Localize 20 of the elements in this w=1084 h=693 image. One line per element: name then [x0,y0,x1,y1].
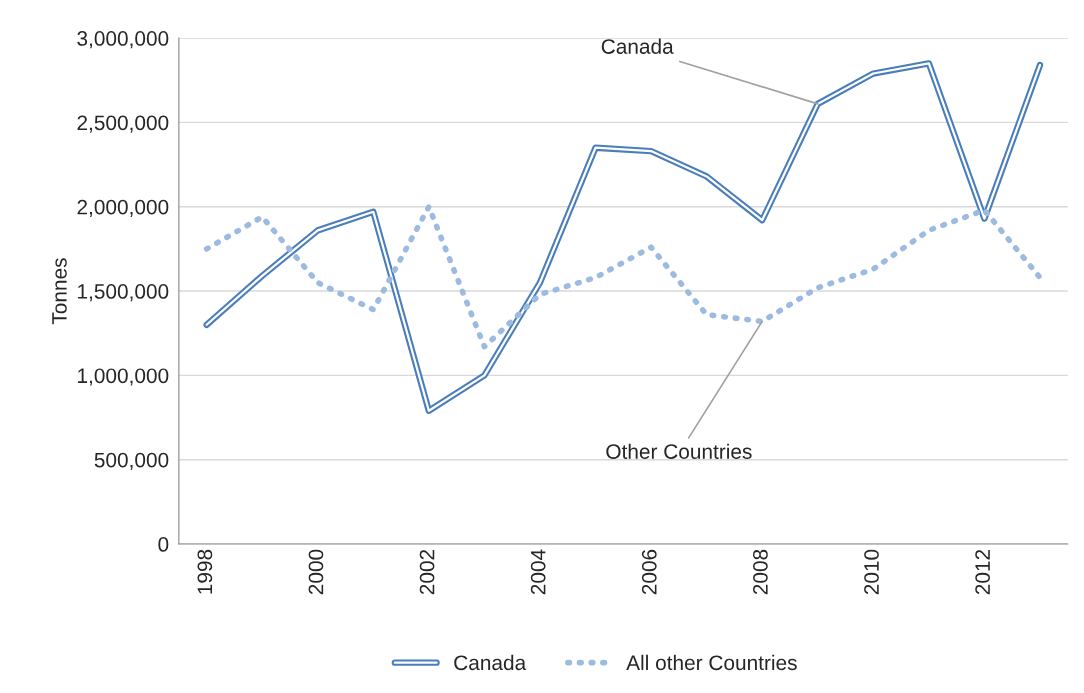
x-tick-label: 2004 [530,549,546,595]
annotation: Other Countries [606,443,752,459]
legend-label: Canada [454,654,527,671]
y-tick-label: 500,000 [94,452,169,470]
y-axis-title: Tonnes [52,258,67,325]
x-tick-label: 2010 [864,549,879,595]
y-tick-label: 2,500,000 [77,115,169,133]
x-tick-label: 2008 [753,549,768,595]
y-tick-label: 3,000,000 [77,31,169,49]
x-tick-label: 1998 [197,549,213,594]
y-tick-label: 1,500,000 [78,284,169,302]
y-tick-label: 2,000,000 [77,199,169,217]
x-tick-label: 2006 [641,549,657,595]
x-tick-label: 2002 [419,549,435,595]
legend-label: All other Countries [626,654,797,671]
x-tick-label: 2000 [308,549,324,595]
y-tick-label: 0 [158,537,169,552]
y-tick-label: 1,000,000 [78,368,169,386]
annotation: Canada [601,38,674,54]
x-tick-label: 2012 [975,549,990,595]
